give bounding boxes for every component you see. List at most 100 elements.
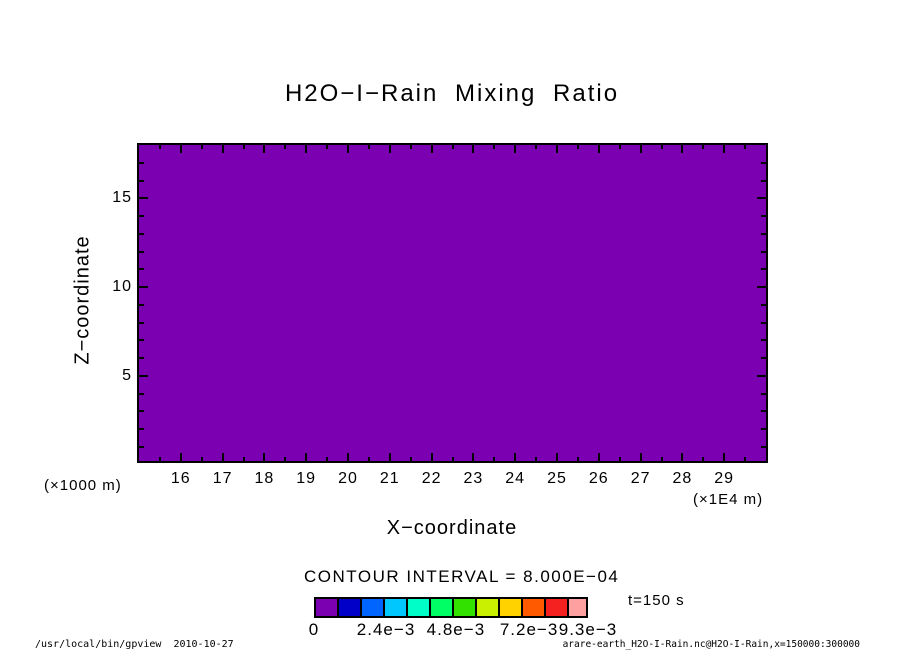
y-minor-tick [139, 215, 144, 217]
y-axis-unit-note: (×1000 m) [44, 477, 122, 494]
y-minor-tick [139, 250, 144, 253]
colorbar-cell [546, 599, 569, 616]
x-major-tick [639, 453, 642, 461]
x-minor-tick [744, 145, 747, 149]
x-tick-label: 20 [338, 470, 358, 487]
x-axis-title: X−coordinate [386, 517, 518, 539]
x-tick-label: 19 [296, 470, 317, 487]
y-minor-tick [139, 179, 144, 182]
x-minor-tick [242, 145, 245, 149]
colorbar-tick-label: 9.3e−3 [558, 620, 618, 639]
x-major-tick [639, 145, 642, 153]
y-minor-tick [139, 232, 144, 235]
colorbar-cell [385, 599, 408, 616]
x-minor-tick [326, 457, 329, 461]
x-major-tick [347, 453, 349, 461]
y-minor-tick [139, 392, 144, 395]
x-axis-unit-note: (×1E4 m) [693, 491, 764, 508]
y-minor-tick [761, 339, 766, 342]
x-minor-tick [535, 457, 538, 461]
x-major-tick [430, 145, 433, 153]
x-tick-label: 29 [714, 470, 735, 487]
y-tick-label: 5 [122, 366, 132, 384]
y-major-tick [139, 197, 148, 200]
y-minor-tick [761, 428, 766, 431]
y-major-tick [757, 286, 766, 289]
colorbar-cell [500, 599, 523, 616]
x-minor-tick [660, 145, 663, 149]
y-minor-tick [139, 303, 144, 306]
x-minor-tick [618, 145, 621, 149]
y-tick-label: 10 [112, 278, 132, 296]
x-minor-tick [367, 457, 370, 461]
x-tick-label: 21 [379, 470, 400, 487]
x-minor-tick [242, 457, 245, 461]
chart-title: H2O−I−Rain Mixing Ratio [284, 80, 620, 107]
y-minor-tick [139, 339, 144, 342]
y-minor-tick [761, 303, 766, 306]
y-minor-tick [761, 268, 766, 271]
y-minor-tick [761, 392, 766, 395]
x-major-tick [221, 453, 224, 461]
x-minor-tick [451, 457, 454, 461]
colorbar-cell [408, 599, 431, 616]
y-major-tick [757, 197, 766, 200]
colorbar-cell [569, 599, 586, 616]
x-minor-tick [158, 457, 161, 461]
x-minor-tick [744, 457, 747, 461]
x-major-tick [388, 453, 391, 461]
colorbar-tick-label: 4.8e−3 [426, 620, 486, 639]
x-major-tick [221, 145, 224, 153]
footer-source-file: arare-earth_H2O-I-Rain.nc@H2O-I-Rain,x=1… [562, 639, 860, 650]
time-label: t=150 s [628, 592, 685, 609]
x-major-tick [472, 145, 475, 153]
y-minor-tick [761, 250, 766, 253]
y-major-tick [139, 374, 148, 377]
x-major-tick [597, 145, 600, 153]
x-major-tick [263, 145, 266, 153]
x-major-tick [388, 145, 391, 153]
x-major-tick [305, 453, 308, 461]
x-tick-label: 16 [170, 470, 191, 487]
colorbar-cell [454, 599, 477, 616]
x-major-tick [430, 453, 433, 461]
x-major-tick [472, 453, 475, 461]
x-minor-tick [409, 457, 412, 461]
y-minor-tick [139, 410, 144, 413]
x-major-tick [179, 145, 182, 153]
x-minor-tick [535, 145, 538, 149]
x-major-tick [179, 453, 182, 461]
x-major-tick [597, 453, 600, 461]
x-minor-tick [451, 145, 454, 149]
y-minor-tick [761, 410, 766, 413]
x-minor-tick [284, 145, 287, 149]
y-minor-tick [139, 268, 144, 271]
y-minor-tick [139, 445, 144, 448]
x-minor-tick [326, 145, 329, 149]
x-major-tick [681, 145, 684, 153]
x-major-tick [347, 145, 349, 153]
y-minor-tick [761, 445, 766, 448]
colorbar-cell [339, 599, 362, 616]
contour-interval-note: CONTOUR INTERVAL = 8.000E−04 [304, 567, 620, 586]
colorbar-cell [431, 599, 454, 616]
y-axis-title: Z−coordinate [71, 235, 94, 365]
x-major-tick [556, 453, 558, 461]
footer-command-line: /usr/local/bin/gpview 2010-10-27 [35, 639, 234, 650]
x-minor-tick [200, 145, 203, 149]
colorbar-cell [362, 599, 385, 616]
x-tick-label: 17 [212, 470, 233, 487]
y-minor-tick [139, 161, 144, 164]
x-tick-label: 18 [254, 470, 275, 487]
x-minor-tick [367, 145, 370, 149]
colorbar-cell [477, 599, 500, 616]
x-minor-tick [493, 457, 496, 461]
x-minor-tick [284, 457, 287, 461]
x-minor-tick [576, 457, 579, 461]
x-major-tick [514, 453, 517, 461]
x-minor-tick [702, 457, 705, 461]
x-major-tick [681, 453, 684, 461]
y-minor-tick [761, 357, 766, 360]
colorbar-cell [316, 599, 339, 616]
